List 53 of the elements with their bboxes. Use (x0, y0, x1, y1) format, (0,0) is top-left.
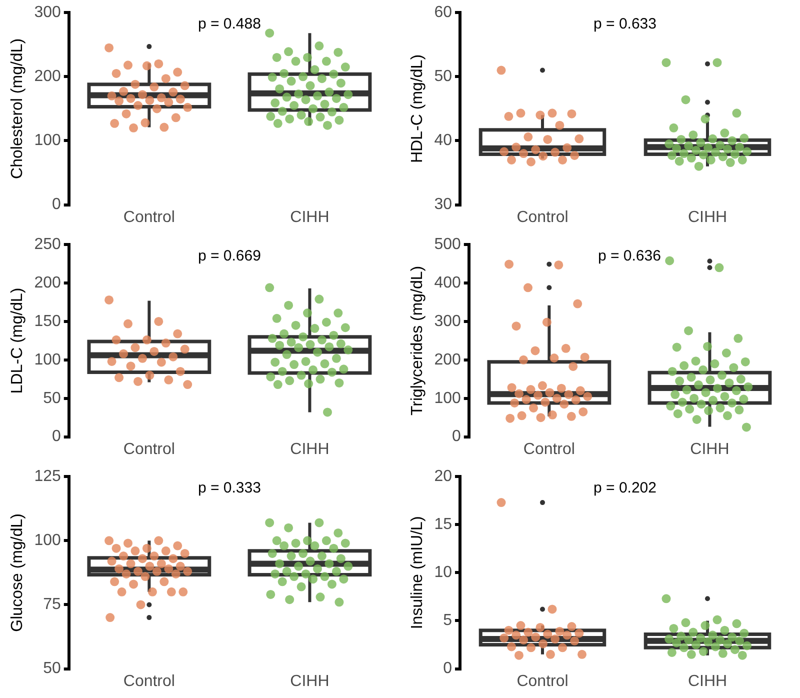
y-tick-label: 0 (443, 660, 452, 678)
y-tick-label: 50 (43, 660, 61, 678)
y-tick-label: 500 (434, 236, 461, 254)
x-tick-label: CIHH (290, 208, 330, 226)
y-axis-title: Glucose (mg/dL) (9, 514, 26, 632)
x-tick-label: Control (516, 208, 568, 226)
annotation: p = 0.636 (598, 248, 661, 265)
y-axis-title: Cholesterol (mg/dL) (9, 38, 26, 179)
y-axis-title: HDL-C (mg/dL) (409, 54, 426, 163)
y-tick-label: 200 (434, 351, 461, 368)
y-tick-label: 50 (434, 68, 452, 86)
x-tick-label: Control (123, 208, 175, 226)
x-tick-label: CIHH (290, 440, 330, 458)
y-tick-label: 50 (43, 390, 61, 407)
y-axis-title: Insuline (mIU/L) (409, 516, 426, 630)
x-tick-label: CIHH (688, 672, 728, 690)
y-tick-label: 100 (34, 351, 61, 368)
x-tick-label: CIHH (290, 672, 330, 690)
x-tick-label: CIHH (690, 440, 730, 458)
y-tick-label: 40 (434, 132, 452, 150)
y-tick-label: 10 (434, 564, 452, 582)
x-tick-label: Control (123, 440, 175, 458)
x-tick-label: Control (516, 672, 568, 690)
annotation: p = 0.669 (198, 248, 261, 265)
y-tick-label: 125 (34, 468, 61, 486)
y-tick-label: 250 (34, 236, 61, 254)
x-tick-label: Control (523, 440, 575, 458)
annotation: p = 0.333 (198, 480, 261, 497)
y-axis-title: Triglycerides (mg/dL) (409, 266, 426, 416)
y-tick-label: 100 (434, 390, 461, 407)
y-tick-label: 30 (434, 196, 452, 214)
y-tick-label: 200 (34, 274, 61, 292)
y-tick-label: 15 (434, 516, 452, 534)
annotation: p = 0.633 (594, 16, 656, 33)
y-tick-label: 300 (434, 312, 461, 330)
y-tick-label: 400 (434, 274, 461, 292)
y-tick-label: 75 (43, 596, 61, 614)
y-tick-label: 0 (52, 196, 61, 214)
y-tick-label: 100 (34, 132, 61, 150)
y-tick-label: 200 (34, 68, 61, 86)
y-tick-label: 5 (443, 612, 452, 630)
y-tick-label: 0 (452, 428, 461, 446)
x-tick-label: Control (123, 672, 175, 690)
annotation: p = 0.202 (594, 480, 656, 497)
y-tick-label: 60 (434, 4, 452, 22)
x-tick-label: CIHH (688, 208, 728, 226)
y-tick-label: 0 (52, 428, 61, 446)
y-tick-label: 100 (34, 532, 61, 550)
y-tick-label: 20 (434, 468, 452, 486)
y-tick-label: 300 (34, 4, 61, 22)
y-axis-title: LDL-C (mg/dL) (9, 288, 26, 394)
annotation: p = 0.488 (198, 16, 261, 33)
y-tick-label: 150 (34, 312, 61, 330)
